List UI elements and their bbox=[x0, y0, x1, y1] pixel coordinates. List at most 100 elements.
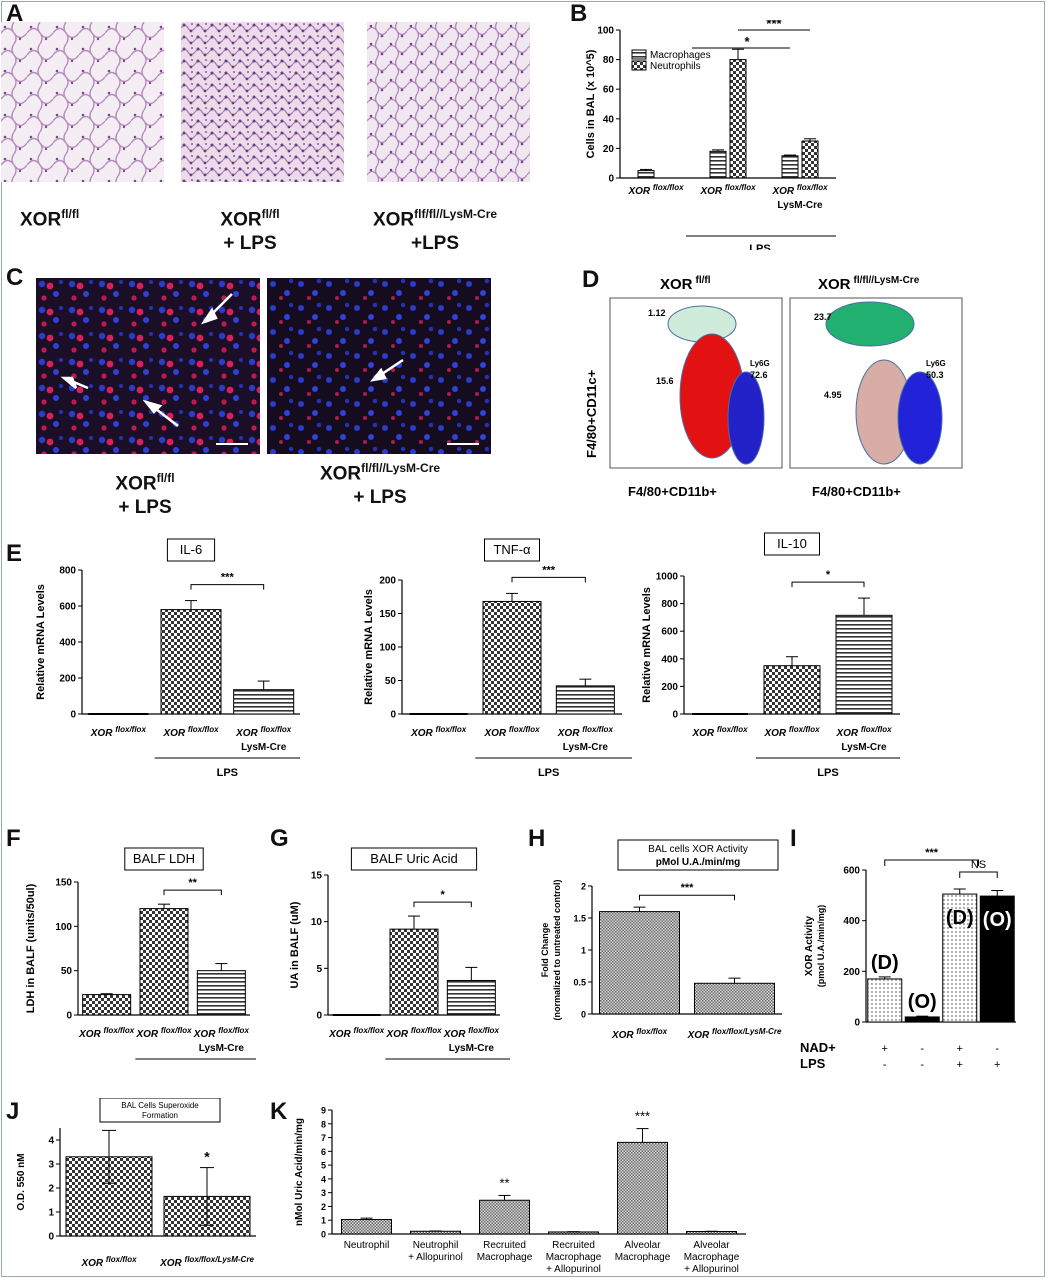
chart-title: BALF LDH bbox=[133, 851, 195, 866]
bar bbox=[160, 609, 222, 715]
significance-label: * bbox=[826, 569, 831, 581]
bar bbox=[637, 170, 655, 179]
flow-title-right: XOR fl/fl//LysM-Cre bbox=[818, 275, 920, 293]
bar-label: (O) bbox=[983, 909, 1012, 931]
legend-label: Macrophages bbox=[650, 50, 711, 61]
y-tick-label: 1000 bbox=[656, 572, 679, 583]
y-tick-label: 1 bbox=[581, 946, 586, 956]
tick-label: Recruited bbox=[483, 1240, 526, 1251]
bar bbox=[867, 978, 903, 1023]
row-value: + bbox=[957, 1043, 963, 1055]
y-tick-label: 0 bbox=[608, 174, 614, 185]
significance-label: * bbox=[204, 1149, 210, 1165]
tick-label: LysM-Cre bbox=[241, 742, 287, 753]
flow-plot-left: 1.12 15.6 Ly6G 72.6 bbox=[609, 297, 783, 469]
y-tick-label: 2 bbox=[581, 882, 586, 892]
y-tick-label: 400 bbox=[59, 638, 76, 649]
y-axis-label: Fold Change bbox=[540, 923, 550, 978]
y-tick-label: 60 bbox=[603, 85, 615, 96]
tick-label: + Allopurinol bbox=[408, 1252, 463, 1263]
y-tick-label: 150 bbox=[55, 878, 72, 889]
significance-bracket bbox=[884, 859, 979, 866]
y-axis-label: LDH in BALF (units/50ul) bbox=[26, 883, 37, 1013]
tick-label: XOR flox/flox bbox=[835, 725, 892, 739]
chart-title: IL-6 bbox=[180, 542, 202, 557]
tick-label: Macrophage bbox=[546, 1252, 602, 1263]
tick-label: LysM-Cre bbox=[449, 1043, 495, 1054]
gate-label: 4.95 bbox=[824, 390, 842, 400]
gate-label: 15.6 bbox=[656, 376, 674, 386]
title-box bbox=[484, 538, 540, 562]
bar bbox=[389, 928, 439, 1016]
significance-label: *** bbox=[766, 20, 782, 31]
y-tick-label: 800 bbox=[59, 566, 76, 577]
bar bbox=[763, 665, 821, 715]
flow-plot-right: 23.7 4.95 Ly6G 50.3 bbox=[789, 297, 963, 469]
flow-ylabel: F4/80+CD11c+ bbox=[584, 369, 599, 458]
title-box bbox=[99, 1098, 221, 1123]
significance-bracket bbox=[413, 901, 472, 908]
gate-label: Ly6G bbox=[926, 359, 946, 368]
y-axis-label: UA in BALF (uM) bbox=[290, 901, 301, 988]
title-box bbox=[166, 538, 216, 562]
bar bbox=[686, 1231, 737, 1235]
tick-label: XOR flox/flox bbox=[443, 1026, 500, 1040]
significance-label: * bbox=[441, 889, 446, 901]
panel-letter-e: E bbox=[6, 540, 23, 567]
chart-title: BAL Cells Superoxide bbox=[121, 1101, 199, 1110]
title-box bbox=[764, 532, 820, 556]
bar-label: (D) bbox=[946, 907, 974, 929]
row-value: - bbox=[920, 1059, 924, 1070]
caption-a3: XORflf/fl//LysM-Cre +LPS bbox=[372, 207, 498, 255]
chart-h: 0 0.5 1 1.5 2 *** BAL cells XOR Activity pMol U… bbox=[540, 839, 782, 1038]
bar bbox=[801, 140, 819, 179]
flow-xlabel-right: F4/80+CD11b+ bbox=[812, 484, 901, 499]
tick-label: Macrophage bbox=[477, 1252, 533, 1263]
bar bbox=[233, 689, 295, 715]
significance-label: NS bbox=[971, 859, 986, 871]
histology-image-control bbox=[1, 22, 164, 182]
y-tick-label: 6 bbox=[321, 1147, 326, 1157]
bar bbox=[599, 911, 680, 1015]
chart-i: 0 200 400 600 (D) (O) (D) (O) *** NS NAD+ + - + - LPS - -… bbox=[800, 847, 1016, 1070]
group-label: LPS bbox=[538, 767, 559, 779]
y-tick-label: 0 bbox=[672, 710, 678, 721]
chart-e-tnf: 0 50 100 150 200 *** XOR flox/flox XOR flox/flo… bbox=[363, 538, 632, 779]
chart-title: IL-10 bbox=[777, 536, 807, 551]
panel-letter-b: B bbox=[570, 0, 588, 27]
y-tick-label: 2 bbox=[48, 1184, 54, 1195]
row-value: - bbox=[883, 1059, 887, 1070]
tick-label: LysM-Cre bbox=[563, 742, 609, 753]
y-axis-label: Relative mRNA Levels bbox=[641, 587, 653, 703]
y-axis-label: XOR Activity bbox=[804, 915, 815, 976]
flow-cytometry-panel: XOR fl/fl XOR fl/fl//LysM-Cre F4/80+CD11c+… bbox=[584, 275, 963, 499]
tick-label: XOR flox/flox bbox=[611, 1027, 668, 1038]
bar bbox=[446, 979, 496, 1016]
flow-xlabel-left: F4/80+CD11b+ bbox=[628, 484, 717, 499]
group-label: LPS bbox=[217, 767, 238, 779]
y-tick-label: 1 bbox=[48, 1208, 54, 1219]
significance-bracket bbox=[639, 894, 735, 901]
tick-label: Alveolar bbox=[624, 1240, 661, 1251]
bar bbox=[942, 893, 978, 1023]
tick-label: LysM-Cre bbox=[199, 1043, 245, 1054]
y-axis-label: O.D. 550 nM bbox=[16, 1153, 27, 1210]
tick-label: Alveolar bbox=[693, 1240, 730, 1251]
y-tick-label: 5 bbox=[321, 1161, 326, 1171]
y-axis-label: Relative mRNA Levels bbox=[363, 589, 375, 705]
gate-label: 72.6 bbox=[750, 370, 768, 380]
significance-bracket bbox=[511, 576, 586, 583]
tick-label: Macrophage bbox=[615, 1252, 671, 1263]
histology-image-lps bbox=[181, 22, 344, 182]
bar bbox=[617, 1141, 668, 1235]
title-box bbox=[617, 839, 779, 871]
panel-letter-d: D bbox=[582, 266, 600, 293]
row-label: NAD+ bbox=[800, 1040, 836, 1055]
tick-label: XOR flox/flox bbox=[193, 1026, 250, 1040]
y-axis-label: (normalized to untreated control) bbox=[552, 879, 562, 1020]
y-tick-label: 1 bbox=[321, 1216, 326, 1226]
bar-label: (O) bbox=[908, 991, 937, 1013]
